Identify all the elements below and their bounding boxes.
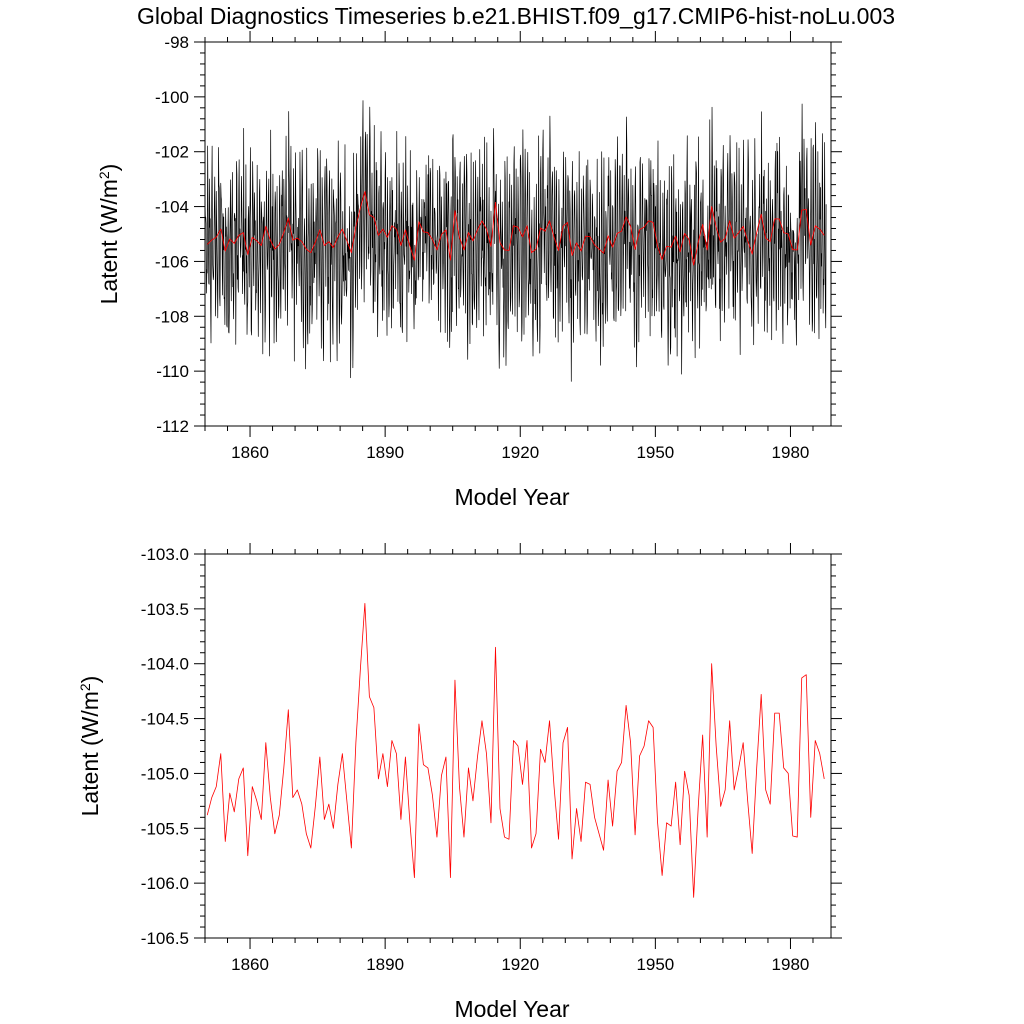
bottom-y-axis-title-sup: 2: [77, 683, 93, 691]
top-y-axis-title-text: Latent (W/m: [96, 179, 122, 304]
y-tick-label: -103.0: [141, 545, 189, 564]
y-tick-label: -104.5: [141, 710, 189, 729]
bottom-y-axis-title: Latent (W/m2): [77, 676, 103, 817]
bottom-panel-marks: [206, 602, 825, 898]
top-ticks: 1860 1890 1920 1950 1980 -112 -110 -108 -106 -104…: [155, 31, 842, 462]
x-tick-label: 1920: [501, 955, 539, 974]
chart-title: Global Diagnostics Timeseries b.e21.BHIS…: [137, 3, 895, 29]
x-tick-label: 1890: [366, 955, 404, 974]
y-tick-label: -104: [155, 198, 189, 217]
top-monthly-series-line: [205, 100, 827, 382]
top-annual-mean-line: [206, 191, 825, 266]
bottom-x-axis-title: Model Year: [454, 996, 569, 1022]
bottom-ticks: 1860 1890 1920 1950 1980 -106.5 -106.0 -105.5 -1…: [141, 543, 842, 974]
y-tick-label: -112: [156, 417, 189, 436]
bottom-annual-mean-line: [206, 602, 825, 898]
x-tick-label: 1980: [772, 955, 810, 974]
x-tick-label: 1860: [231, 955, 269, 974]
top-plot-frame: [204, 41, 832, 427]
bottom-plot-frame: [204, 553, 832, 939]
bottom-panel: 1860 1890 1920 1950 1980 -106.5 -106.0 -105.5 -1…: [77, 543, 842, 1022]
x-tick-label: 1950: [636, 955, 674, 974]
x-tick-label: 1950: [636, 443, 674, 462]
y-tick-label: -105.5: [141, 819, 189, 838]
y-tick-label: -98: [164, 33, 189, 52]
bottom-y-axis-title-text: Latent (W/m: [77, 691, 103, 816]
y-tick-label: -106: [155, 252, 189, 271]
x-tick-label: 1860: [231, 443, 269, 462]
x-tick-label: 1920: [501, 443, 539, 462]
bottom-y-axis-title-close: ): [77, 676, 103, 684]
x-tick-label: 1980: [772, 443, 810, 462]
y-tick-label: -100: [155, 88, 189, 107]
top-y-axis-title-close: ): [96, 164, 122, 172]
y-tick-label: -104.0: [141, 655, 189, 674]
top-panel-marks: [205, 100, 827, 382]
y-tick-label: -106.0: [141, 874, 189, 893]
y-tick-label: -106.5: [141, 929, 189, 948]
top-y-axis-title: Latent (W/m2): [96, 164, 122, 305]
y-tick-label: -105.0: [141, 764, 189, 783]
y-tick-label: -110: [156, 362, 189, 381]
x-tick-label: 1890: [366, 443, 404, 462]
y-tick-label: -108: [155, 307, 189, 326]
y-tick-label: -103.5: [141, 600, 189, 619]
top-panel: 1860 1890 1920 1950 1980 -112 -110 -108 -106 -104…: [96, 31, 842, 510]
y-tick-label: -102: [155, 143, 189, 162]
top-x-axis-title: Model Year: [454, 484, 569, 510]
top-y-axis-title-sup: 2: [96, 171, 112, 179]
